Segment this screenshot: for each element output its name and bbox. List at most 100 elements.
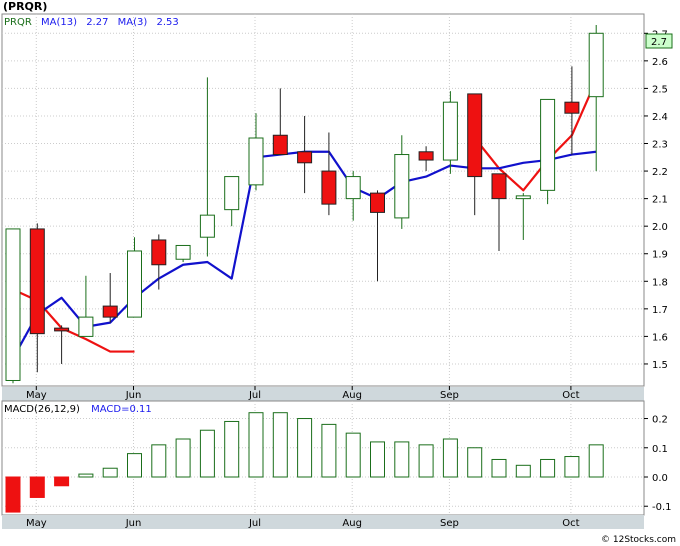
- macd-bar: [515, 464, 531, 478]
- price-y-tick-label: 2.6: [652, 57, 668, 68]
- candle: [588, 25, 604, 172]
- price-y-tick-label: 2.2: [652, 167, 668, 178]
- legend-ma-short-label: MA(3): [118, 17, 148, 28]
- price-y-tick-label: 2.3: [652, 140, 668, 151]
- price-x-tick-label: Jun: [125, 390, 142, 401]
- price-x-tick-label: Oct: [562, 390, 579, 401]
- candle-body: [418, 151, 434, 161]
- price-y-tick-label: 1.5: [652, 360, 668, 371]
- price-y-tick-label: 2.4: [652, 112, 668, 123]
- macd-legend-value: MACD=0.11: [91, 404, 152, 415]
- price-y-tick-label: 1.7: [652, 305, 668, 316]
- price-y-tick-label: 2.1: [652, 195, 668, 206]
- candle: [540, 98, 556, 205]
- candle: [272, 88, 288, 156]
- candle-body: [321, 170, 337, 205]
- candle-body: [175, 244, 191, 260]
- macd-y-tick-label: 0.2: [652, 415, 668, 426]
- macd-bar: [467, 447, 483, 478]
- ma-legend: PRQR MA(13) 2.27 MA(3) 2.53: [4, 17, 179, 28]
- macd-bar: [540, 458, 556, 478]
- price-x-axis: May Jun Jul Aug Sep Oct: [26, 386, 580, 401]
- candle-body: [442, 101, 458, 161]
- candle-body: [54, 327, 70, 332]
- legend-ma-short-value: 2.53: [156, 17, 178, 28]
- candle-body: [199, 214, 215, 238]
- macd-x-axis: May Jun Jul Aug Sep Oct: [26, 518, 580, 529]
- price-x-tick-label: Sep: [440, 390, 459, 401]
- macd-bar: [491, 458, 507, 478]
- candle: [394, 135, 410, 229]
- candle: [370, 190, 385, 282]
- candle: [442, 91, 458, 174]
- macd-x-tick-label: Aug: [342, 518, 362, 529]
- legend-ma-long-value: 2.27: [86, 17, 108, 28]
- candle: [467, 93, 483, 216]
- price-y-tick-label: 1.6: [652, 332, 668, 343]
- last-price-label: 2.7: [651, 37, 667, 48]
- candle: [491, 173, 507, 251]
- macd-x-tick-label: Sep: [440, 518, 459, 529]
- candle-body: [151, 239, 167, 266]
- macd-bar: [102, 467, 118, 478]
- macd-y-tick-label: 0.0: [652, 473, 668, 484]
- candle-body: [102, 305, 118, 318]
- macd-x-axis-band: [2, 515, 644, 529]
- macd-x-tick-label: Jul: [248, 518, 261, 529]
- legend-ma-long-label: MA(13): [41, 17, 77, 28]
- price-x-tick-label: Jul: [248, 390, 261, 401]
- candle-body: [540, 98, 556, 191]
- candle-body: [224, 176, 240, 211]
- candle-body: [564, 101, 580, 114]
- candle-body: [248, 137, 264, 186]
- macd-bars: [5, 412, 604, 513]
- macd-bar: [54, 476, 70, 487]
- candle: [54, 325, 70, 364]
- candle: [297, 115, 313, 194]
- candle-body: [345, 176, 361, 200]
- macd-bar: [248, 412, 264, 478]
- candlesticks: [5, 25, 604, 384]
- macd-bar: [127, 453, 142, 478]
- price-x-tick-label: Aug: [342, 390, 362, 401]
- candle-body: [370, 192, 385, 213]
- candle-body: [5, 228, 21, 381]
- candle-body: [515, 195, 531, 200]
- ma-short-line: [473, 79, 598, 192]
- price-x-tick-label: May: [26, 390, 47, 401]
- macd-legend-label: MACD(26,12,9): [4, 404, 80, 415]
- legend-symbol: PRQR: [4, 17, 32, 28]
- candle: [418, 146, 434, 172]
- macd-bar: [78, 473, 94, 478]
- candle: [321, 132, 337, 216]
- candle-body: [78, 316, 94, 337]
- candle-body: [588, 32, 604, 98]
- macd-bar: [272, 412, 288, 478]
- macd-bar: [588, 444, 604, 478]
- macd-bar: [297, 418, 313, 478]
- candle: [564, 66, 580, 155]
- macd-y-axis: -0.1 0.0 0.1 0.2: [644, 415, 672, 513]
- macd-bar: [224, 420, 240, 478]
- candle-body: [272, 134, 288, 156]
- macd-y-tick-label: -0.1: [652, 502, 672, 513]
- candle: [5, 228, 21, 384]
- candle: [345, 171, 361, 221]
- price-y-tick-label: 1.8: [652, 277, 668, 288]
- candle-body: [394, 154, 410, 219]
- candle-body: [491, 173, 507, 200]
- candle-body: [29, 228, 45, 335]
- macd-y-tick-label: 0.1: [652, 444, 668, 455]
- macd-bar: [442, 438, 458, 478]
- price-y-tick-label: 2.5: [652, 84, 668, 95]
- macd-bar: [370, 441, 385, 478]
- macd-x-tick-label: Jun: [125, 518, 142, 529]
- macd-bar: [345, 432, 361, 478]
- macd-bar: [29, 476, 45, 498]
- price-x-axis-band: [2, 387, 644, 401]
- candle: [199, 77, 215, 257]
- price-y-tick-label: 2.0: [652, 222, 668, 233]
- macd-x-tick-label: Oct: [562, 518, 579, 529]
- last-price-box: [645, 33, 673, 49]
- candle: [175, 244, 191, 262]
